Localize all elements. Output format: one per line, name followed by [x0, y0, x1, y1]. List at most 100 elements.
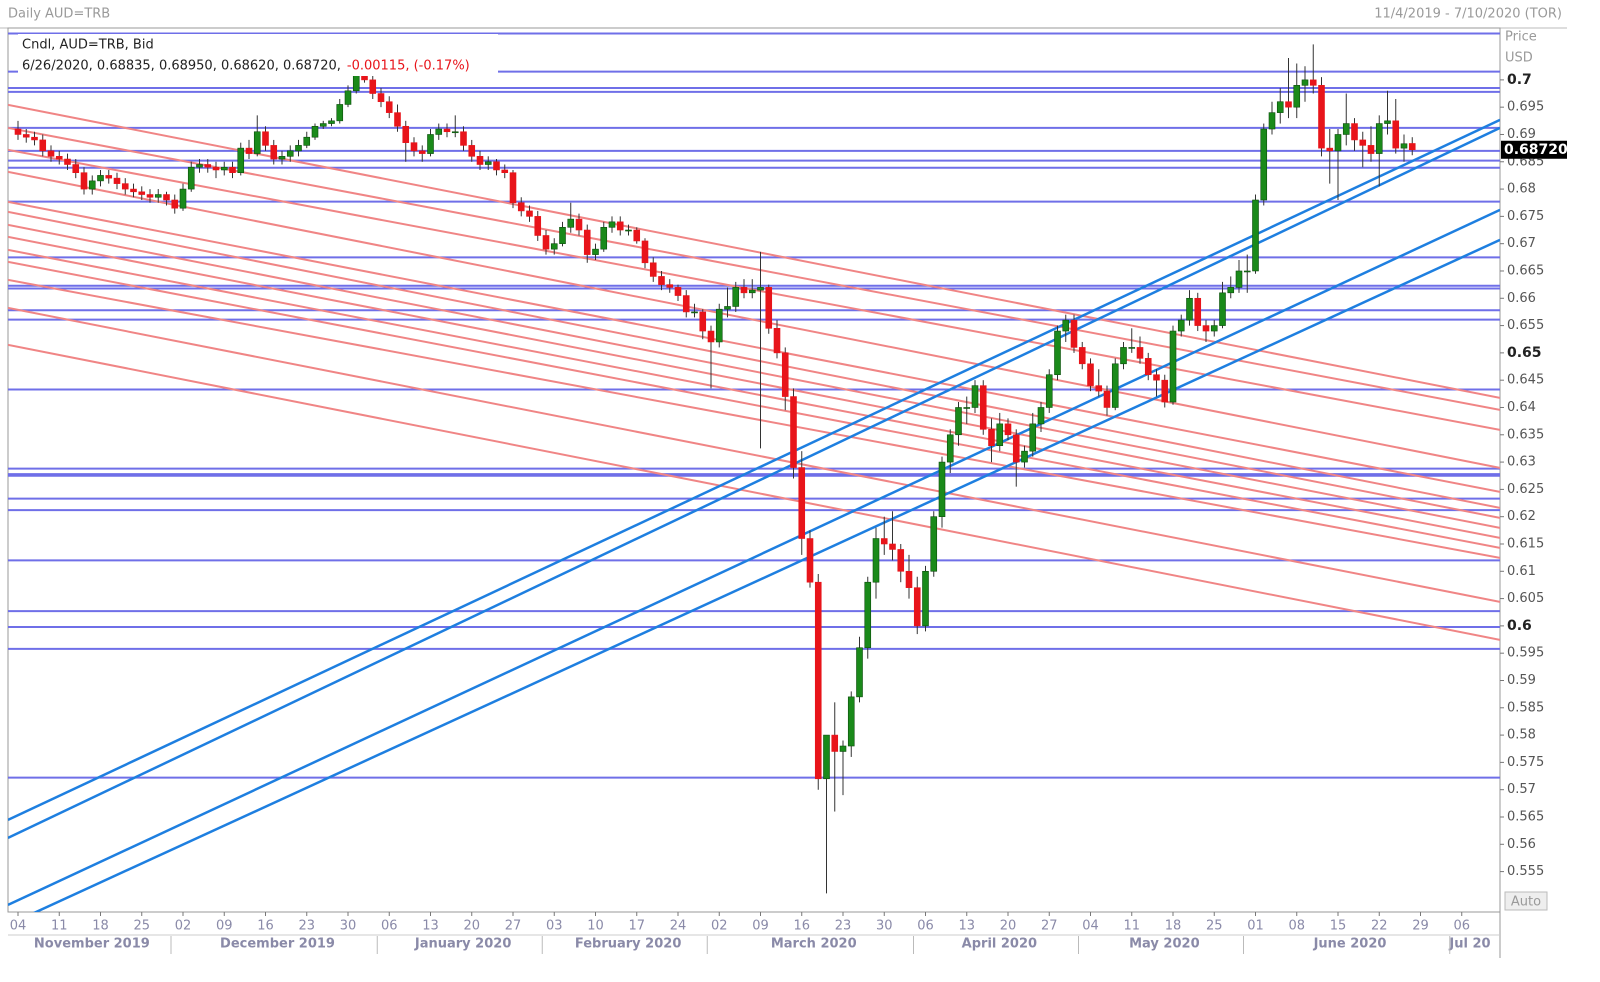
resistance-trendline: [8, 278, 1500, 559]
candle-body: [831, 734, 839, 752]
candle-body: [212, 166, 220, 171]
resistance-trendline: [8, 210, 1500, 509]
plot-area: [8, 32, 1500, 912]
x-tick-label: 01: [1247, 919, 1264, 934]
candle-body: [435, 128, 443, 135]
x-tick-label: 09: [216, 919, 233, 934]
candle-body: [146, 194, 154, 198]
candle-body: [806, 538, 814, 583]
candle-body: [237, 147, 245, 173]
candle-body: [105, 175, 113, 179]
candle-body: [1276, 101, 1284, 113]
month-label: March 2020: [771, 937, 857, 952]
x-tick-label: 23: [298, 919, 315, 934]
candle-body: [963, 407, 971, 409]
candle-body: [1367, 145, 1375, 154]
candle-body: [790, 396, 797, 468]
candle-body: [583, 229, 591, 255]
candle-body: [872, 538, 880, 583]
y-tick-label: 0.625: [1507, 482, 1544, 497]
candle-body: [1293, 85, 1301, 108]
candle-body: [1186, 297, 1193, 321]
candle-body: [509, 172, 517, 204]
candle-body: [880, 538, 888, 545]
x-tick-label: 03: [546, 919, 563, 934]
month-label: Jul 20: [1448, 937, 1490, 952]
month-label: June 2020: [1313, 937, 1387, 952]
x-tick-label: 08: [1288, 919, 1305, 934]
candle-body: [286, 150, 294, 157]
candle-body: [328, 120, 335, 124]
candle-body: [1037, 407, 1045, 425]
candle-body: [344, 90, 352, 105]
y-tick-label: 0.64: [1507, 400, 1536, 415]
candle-body: [542, 235, 550, 250]
candle-body: [971, 385, 979, 408]
axis-title: Price: [1505, 30, 1537, 45]
candle-body: [1169, 330, 1177, 403]
candle-body: [691, 311, 698, 314]
candle-body: [856, 647, 863, 698]
legend-change: -0.00115, (-0.17%): [347, 59, 470, 74]
y-tick-label: 0.635: [1507, 427, 1544, 442]
x-tick-label: 22: [1371, 919, 1388, 934]
candle-body: [253, 131, 261, 154]
candle-body: [625, 229, 632, 232]
legend-box: [18, 34, 498, 76]
candle-body: [732, 287, 740, 307]
candle-body: [278, 156, 286, 160]
axis-unit: USD: [1505, 51, 1533, 66]
x-tick-label: 25: [133, 919, 150, 934]
y-tick-label: 0.59: [1507, 673, 1536, 688]
candle-body: [88, 180, 96, 190]
candle-body: [295, 145, 302, 152]
candle-body: [262, 131, 269, 146]
auto-button-label[interactable]: Auto: [1511, 895, 1541, 910]
resistance-trendline: [8, 248, 1500, 539]
candle-body: [451, 131, 459, 134]
candle-body: [1194, 297, 1202, 326]
y-tick-label: 0.63: [1507, 455, 1536, 470]
candle-body: [748, 289, 756, 294]
candle-body: [1260, 128, 1268, 201]
candle-body: [138, 191, 146, 195]
candle-body: [1078, 347, 1086, 365]
candle-body: [946, 434, 954, 463]
candle-body: [493, 161, 500, 171]
x-tick-label: 24: [670, 919, 687, 934]
candle-body: [1359, 139, 1367, 146]
y-tick-label: 0.585: [1507, 700, 1544, 715]
candle-body: [39, 139, 47, 152]
candle-body: [1392, 120, 1400, 149]
auto-button[interactable]: [1504, 891, 1548, 911]
candle-body: [1070, 319, 1078, 348]
month-label: May 2020: [1129, 937, 1200, 952]
candle-body: [196, 164, 203, 168]
candle-body: [171, 199, 179, 209]
candle-body: [559, 226, 566, 244]
month-label: April 2020: [962, 937, 1037, 952]
candle-body: [847, 696, 855, 747]
x-tick-label: 18: [92, 919, 109, 934]
x-tick-label: 04: [1082, 919, 1099, 934]
candle-body: [1095, 385, 1103, 392]
candle-body: [1202, 325, 1210, 332]
candle-body: [781, 352, 789, 397]
candle-body: [649, 262, 657, 277]
x-tick-label: 13: [422, 919, 439, 934]
legend-line: Cndl, AUD=TRB, Bid: [22, 38, 154, 53]
x-tick-label: 06: [381, 919, 398, 934]
y-tick-label: 0.615: [1507, 536, 1544, 551]
candle-body: [47, 150, 55, 157]
x-tick-label: 16: [257, 919, 274, 934]
candle-body: [468, 145, 476, 157]
x-tick-label: 11: [51, 919, 68, 934]
candle-body: [773, 328, 781, 354]
candle-body: [1136, 347, 1144, 359]
candle-body: [1400, 143, 1408, 149]
x-tick-label: 18: [1165, 919, 1182, 934]
candle-body: [1235, 270, 1243, 288]
candle-body: [616, 221, 624, 231]
y-tick-label: 0.665: [1507, 263, 1544, 278]
